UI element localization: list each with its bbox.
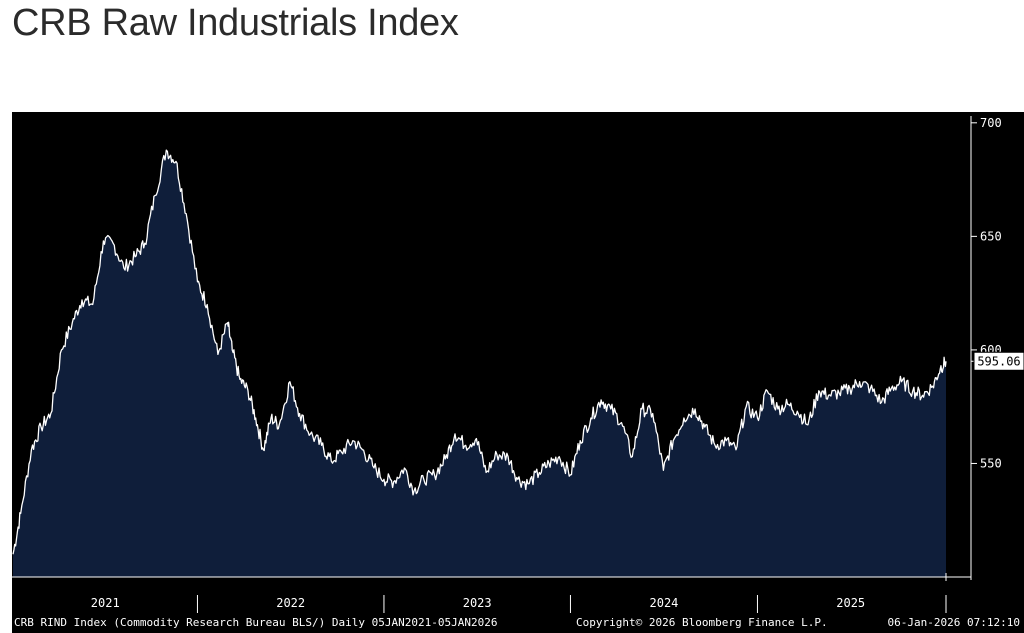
footer-source-text: CRB RIND Index (Commodity Research Burea…: [14, 616, 497, 629]
page-title: CRB Raw Industrials Index: [12, 2, 459, 44]
chart-frame: 550 600 650 700 2021 2022 2023 2024 2025 595.06 C…: [12, 112, 1024, 633]
series-line: [12, 149, 947, 555]
area-fill: [13, 150, 946, 577]
x-tick-label: 2025: [836, 596, 865, 610]
x-tick-label: 2024: [650, 596, 679, 610]
last-value-box: [973, 351, 1024, 371]
footer-copyright-text: Copyright© 2026 Bloomberg Finance L.P.: [576, 616, 828, 629]
x-tick-label: 2022: [276, 596, 305, 610]
x-tick-label: 2021: [91, 596, 120, 610]
y-tick-label: 650: [980, 229, 1002, 243]
y-tick-label: 550: [980, 456, 1002, 470]
chart-footer: CRB RIND Index (Commodity Research Burea…: [14, 616, 1020, 629]
last-value-label: 595.06: [977, 354, 1020, 368]
y-tick-label: 700: [980, 116, 1002, 130]
x-tick-label: 2023: [463, 596, 492, 610]
footer-timestamp-text: 06-Jan-2026 07:12:10: [888, 616, 1020, 629]
plot-area: [12, 149, 947, 577]
